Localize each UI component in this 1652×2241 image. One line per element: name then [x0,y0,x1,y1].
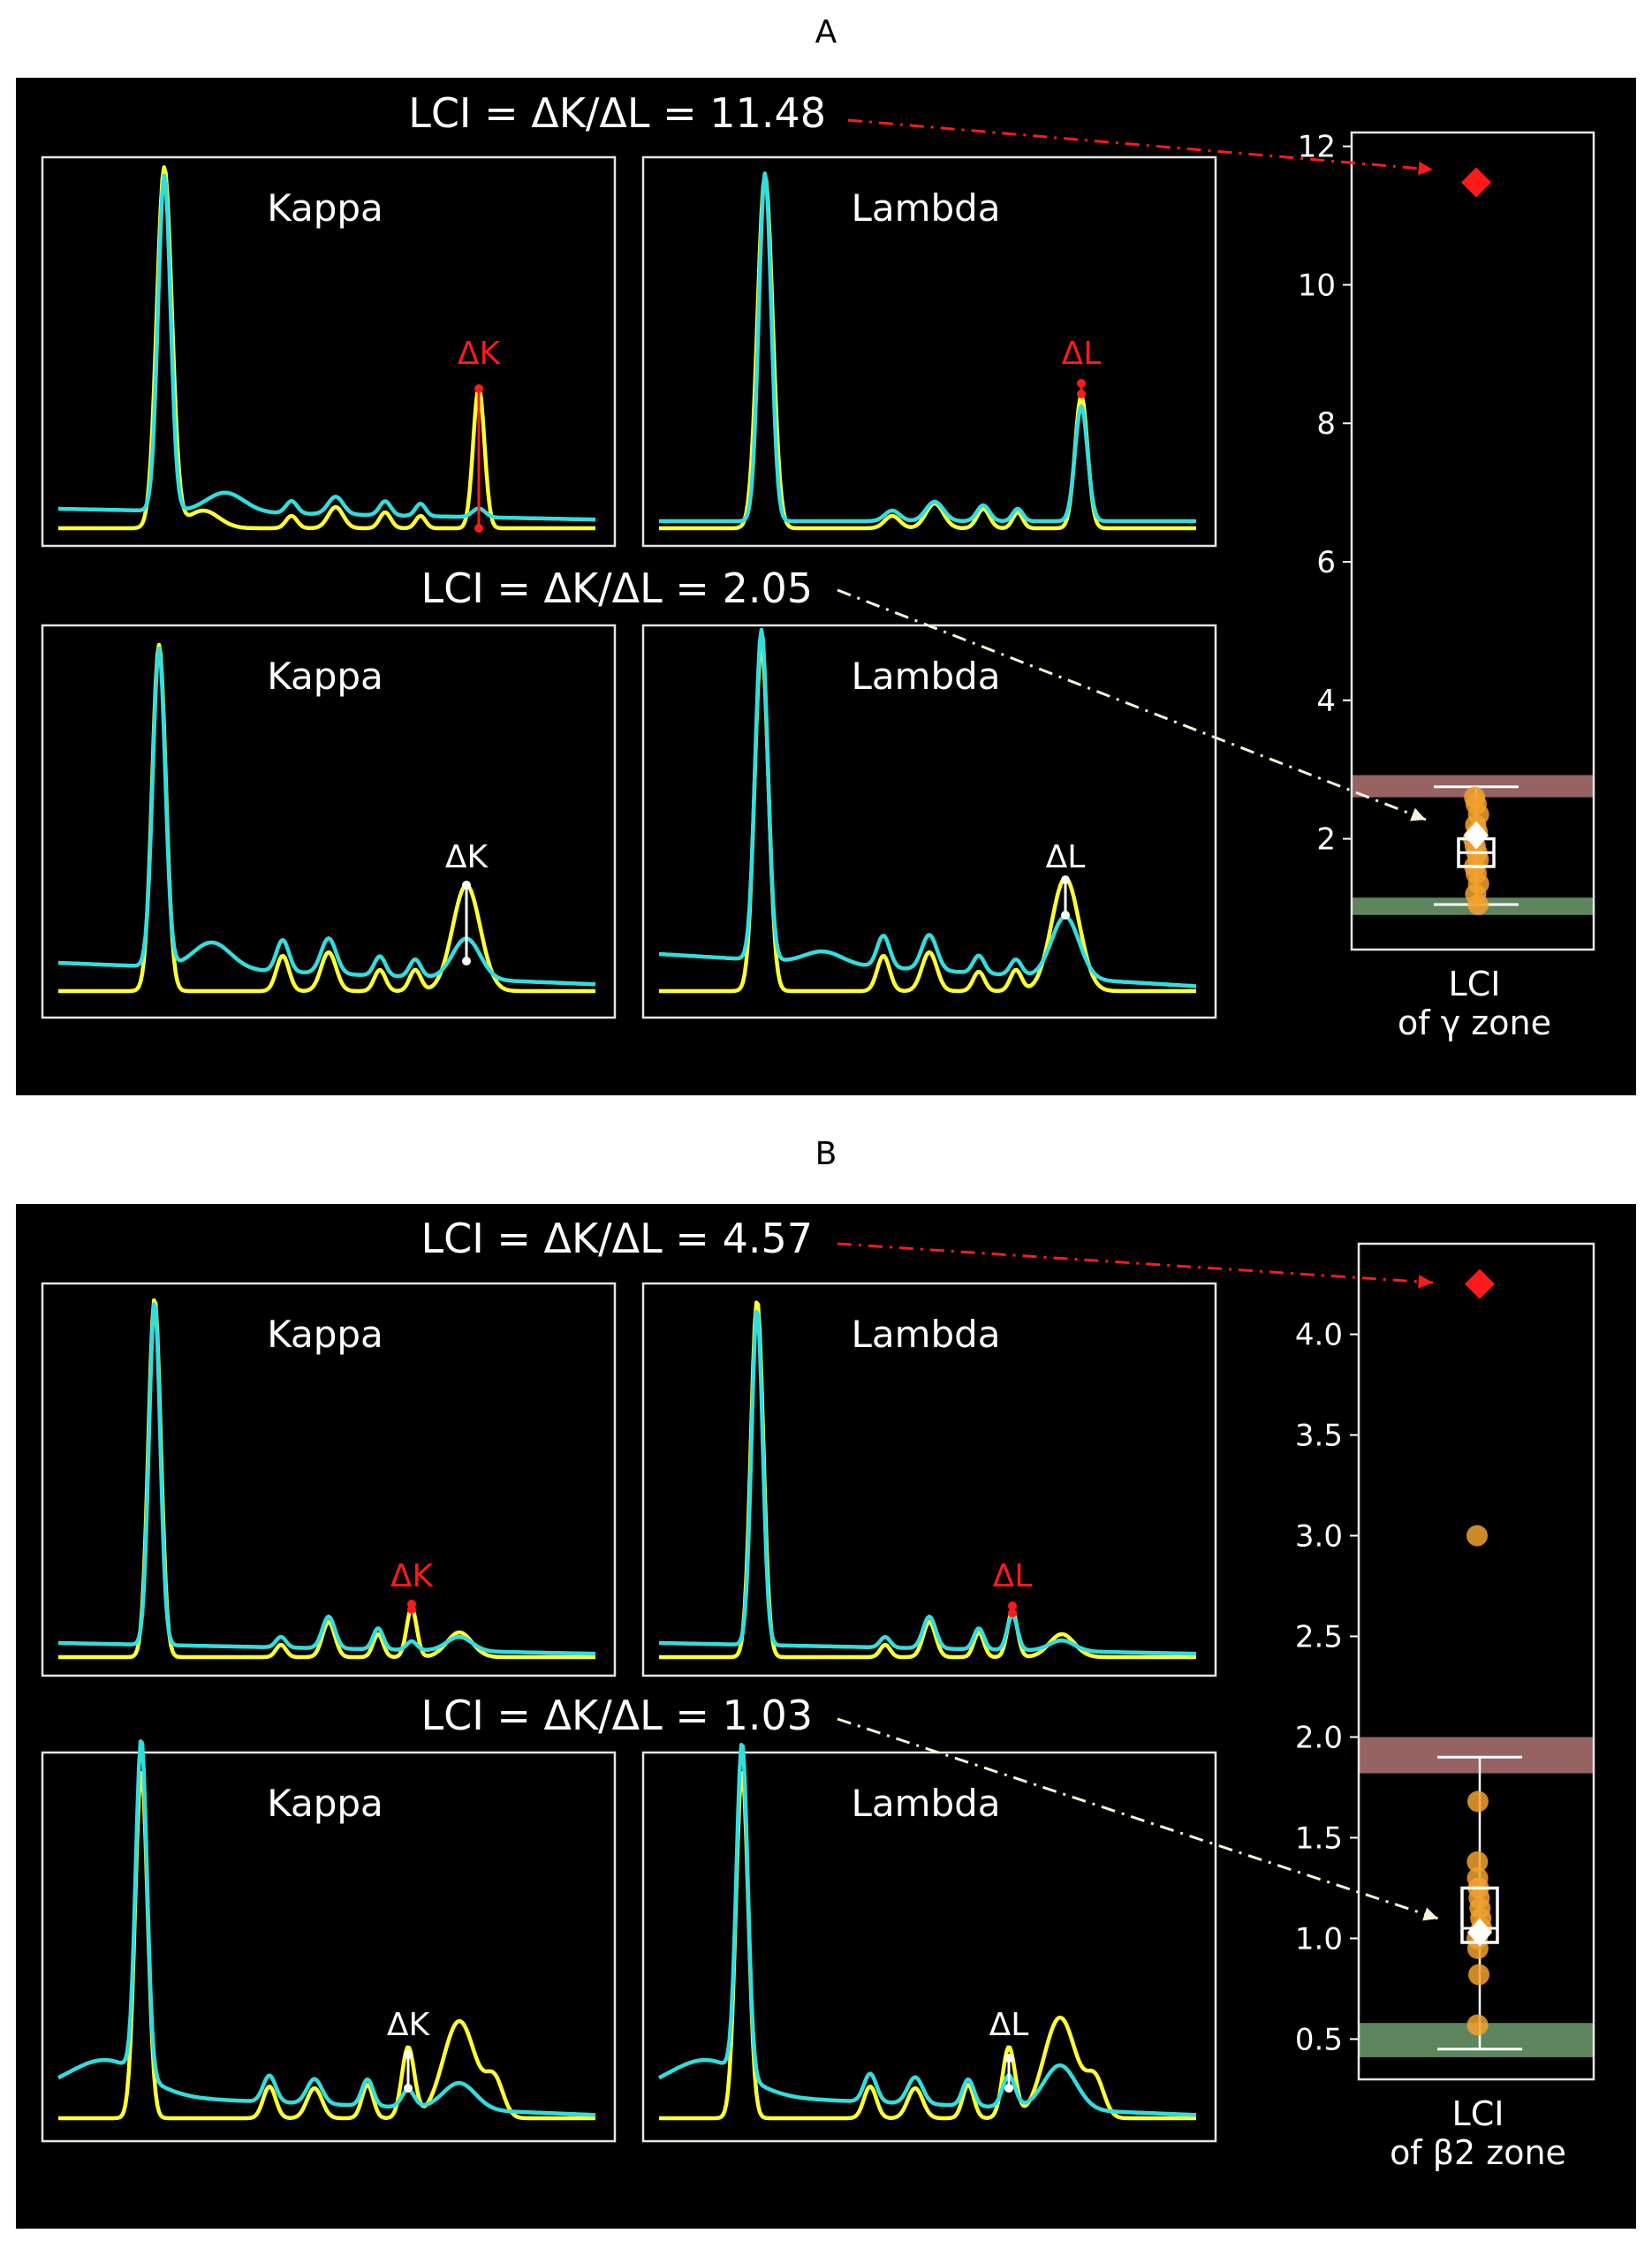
delta-l-b-low-label: ΔL [989,2007,1029,2043]
delta-l-a-high-bottom-point [1077,390,1086,398]
arrow-b-low-line [837,1717,1439,1920]
delta-l-a-low-top-point [1061,875,1070,884]
panel-label-b: B [815,1136,837,1172]
panel-b-background [16,1204,1636,2229]
delta-l-a-high-top-point [1077,379,1086,388]
lambda-title: Lambda [851,1313,1000,1356]
delta-k-a-high-bottom-point [474,524,483,533]
y-tick-label: 0.5 [1295,2022,1343,2057]
y-tick-label: 3.0 [1295,1519,1343,1555]
x-axis-label: LCI [1452,2094,1504,2133]
highlighted-point-diamond [1461,167,1491,198]
delta-k-a-low-top-point [462,881,471,890]
delta-k-a-high-top-point [474,384,483,393]
arrow-b-high-line [837,1242,1434,1284]
delta-l-a-low-label: ΔL [1046,839,1086,875]
delta-k-a-low-label: ΔK [445,839,489,875]
lambda-title: Lambda [851,186,1000,230]
lci-value-b-low: LCI = ΔK/ΔL = 1.03 [421,1692,813,1739]
y-tick-label: 8 [1316,406,1336,442]
panel-a-background [16,78,1636,1095]
y-tick-label: 2 [1316,822,1336,858]
lambda-trace-cyan [658,627,1197,988]
y-tick-label: 1.0 [1295,1921,1343,1957]
arrow-b-high-head [1418,1275,1433,1289]
lci-value-a-low: LCI = ΔK/ΔL = 2.05 [421,564,813,612]
panel-b: LCI = ΔK/ΔL = 4.57 Kappa Lambda ΔK ΔL LCI = Δ… [41,1215,1595,2172]
delta-k-b-low-top-point [404,2050,413,2059]
arrow-a-high-line [847,118,1434,171]
data-point [1468,1964,1490,1986]
lambda-subplot-frame [641,1282,1217,1677]
panel-a: LCI = ΔK/ΔL = 11.48 Kappa Lambda ΔK ΔL LCI = … [41,89,1595,1042]
y-tick-label: 6 [1316,545,1336,580]
mean-diamond [1467,1918,1492,1947]
kappa-title: Kappa [267,1782,383,1825]
delta-l-b-low-top-point [1004,2054,1013,2063]
lambda-title: Lambda [851,1782,1000,1825]
highlighted-point-diamond [1465,1268,1495,1299]
kappa-subplot-frame [41,1751,617,2143]
lambda-trace-cyan [658,1743,1197,2117]
x-axis-label: of β2 zone [1390,2133,1566,2172]
arrow-a-high-head [1418,161,1433,176]
kappa-trace-cyan [57,1302,596,1656]
delta-k-a-high-label: ΔK [458,336,502,372]
y-tick-label: 2.0 [1295,1720,1343,1755]
delta-l-b-low-bottom-point [1004,2084,1013,2093]
delta-k-a-low-bottom-point [462,957,471,965]
kappa-subplot-frame [41,155,617,548]
panel-label-a: A [815,14,837,50]
kappa-trace-cyan [57,173,596,522]
kappa-title: Kappa [267,655,383,698]
lambda-subplot-frame [641,155,1217,548]
kappa-title: Kappa [267,1313,383,1356]
delta-k-b-high-bottom-point [407,1605,416,1614]
data-point [1464,786,1486,808]
lambda-trace-cyan [658,1309,1197,1656]
data-point [1466,1851,1489,1873]
arrow-b-low-head [1422,1907,1438,1921]
distribution-frame [1357,1242,1595,2081]
mean-diamond [1464,821,1489,850]
lambda-title: Lambda [851,655,1000,698]
y-tick-label: 3.5 [1295,1419,1343,1454]
y-tick-label: 1.5 [1295,1821,1343,1856]
data-point [1466,1867,1489,1889]
data-point [1466,1525,1488,1547]
data-point [1466,1791,1489,1813]
arrow-a-low-line [837,588,1427,821]
delta-l-a-low-bottom-point [1061,911,1070,920]
y-tick-label: 2.5 [1295,1620,1343,1655]
kappa-subplot-frame [41,1282,617,1677]
kappa-title: Kappa [267,186,383,230]
delta-k-b-high-label: ΔK [390,1558,435,1594]
y-tick-label: 10 [1298,268,1336,303]
delta-l-b-high-label: ΔL [993,1558,1033,1594]
delta-l-b-high-bottom-point [1008,1609,1017,1617]
delta-k-b-low-label: ΔK [387,2007,431,2043]
lci-value-a-high: LCI = ΔK/ΔL = 11.48 [408,89,826,137]
delta-l-a-high-label: ΔL [1062,336,1102,372]
kappa-trace-cyan [57,646,596,987]
x-axis-label: of γ zone [1398,1003,1551,1042]
distribution-frame [1350,131,1595,951]
lci-value-b-high: LCI = ΔK/ΔL = 4.57 [421,1215,813,1262]
lambda-subplot-frame [641,1751,1217,2143]
data-point [1466,2014,1489,2036]
delta-k-b-low-bottom-point [404,2084,413,2093]
x-axis-label: LCI [1449,965,1501,1003]
arrow-a-low-head [1410,807,1426,821]
kappa-subplot-frame [41,624,617,1019]
y-tick-label: 4.0 [1295,1318,1343,1353]
reference-band-upper [1359,1737,1594,1774]
lambda-trace-cyan [658,171,1197,524]
kappa-trace-cyan [57,1739,596,2117]
y-tick-label: 4 [1316,684,1336,719]
delta-l-b-high-top-point [1008,1601,1017,1610]
